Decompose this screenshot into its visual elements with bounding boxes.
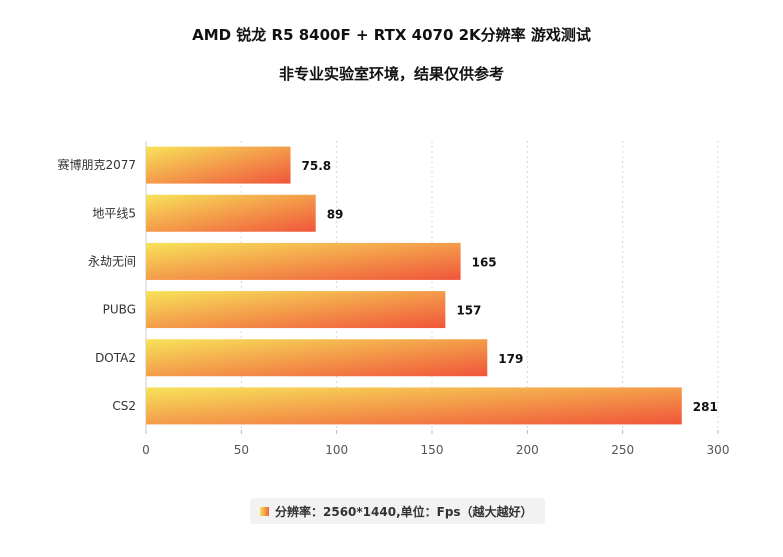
category-label: 赛博朋克2077 xyxy=(57,157,136,172)
bar xyxy=(146,339,488,377)
category-label: DOTA2 xyxy=(95,351,136,365)
legend: 分辨率：2560*1440,单位：Fps（越大越好） xyxy=(250,498,545,524)
x-tick-label: 300 xyxy=(707,443,730,457)
x-tick-label: 250 xyxy=(611,443,634,457)
grid-lines xyxy=(145,141,719,434)
bar xyxy=(146,242,461,280)
chart-subtitle: 非专业实验室环境，结果仅供参考 xyxy=(278,65,504,83)
x-tick-label: 0 xyxy=(142,443,150,457)
x-tick-label: 200 xyxy=(516,443,539,457)
bar xyxy=(146,387,682,425)
category-label: 永劫无间 xyxy=(88,254,136,268)
data-label: 89 xyxy=(327,207,344,221)
data-label: 75.8 xyxy=(302,159,332,173)
legend-swatch-icon xyxy=(260,506,269,516)
bar xyxy=(146,194,316,232)
category-label: 地平线5 xyxy=(92,206,136,220)
category-label: PUBG xyxy=(103,303,136,317)
x-tick-label: 100 xyxy=(325,443,348,457)
data-label: 165 xyxy=(472,255,497,269)
category-label: CS2 xyxy=(112,399,136,413)
legend-label: 分辨率：2560*1440,单位：Fps（越大越好） xyxy=(275,504,533,519)
data-label: 179 xyxy=(498,352,523,366)
bars xyxy=(146,146,682,425)
data-label: 281 xyxy=(693,400,718,414)
chart-title: AMD 锐龙 R5 8400F + RTX 4070 2K分辨率 游戏测试 xyxy=(192,26,591,44)
x-tick-label: 150 xyxy=(421,443,444,457)
x-tick-label: 50 xyxy=(234,443,249,457)
data-label: 157 xyxy=(456,304,481,318)
bar xyxy=(146,146,291,184)
labels: 0 50 100 150 200 250 300 赛博朋克2077 75.8 地平线5 89 永劫无间… xyxy=(57,157,729,457)
bar xyxy=(146,291,446,329)
